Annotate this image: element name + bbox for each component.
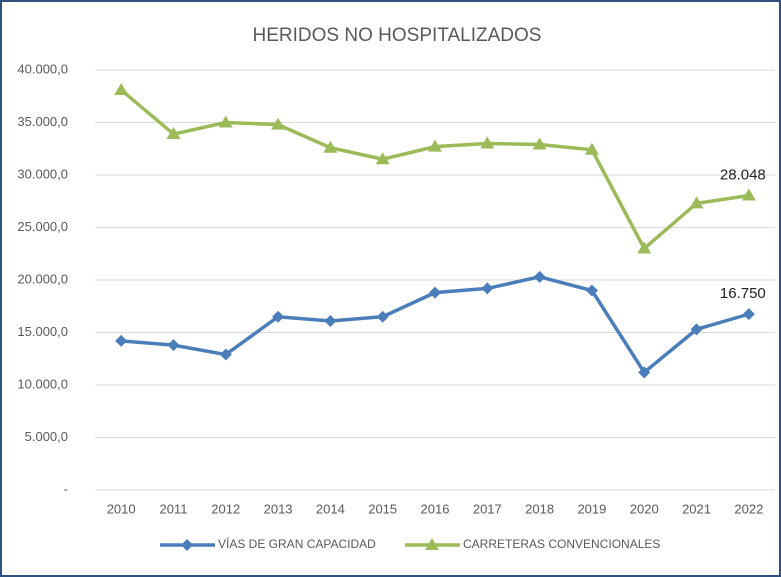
x-tick-label: 2012 [211,501,240,516]
data-point [533,270,546,283]
x-tick-label: 2011 [159,501,187,516]
x-tick-label: 2014 [316,501,345,516]
y-tick-label: 20.000,0 [17,271,68,286]
x-tick-label: 2022 [734,501,763,516]
legend-label: CARRETERAS CONVENCIONALES [463,537,660,551]
y-tick-label: 5.000,0 [25,429,68,444]
data-point [115,334,128,347]
data-point [741,188,756,201]
data-point [429,286,441,299]
y-tick-label: 40.000,0 [17,61,68,76]
data-point [584,142,599,155]
data-point [742,308,755,321]
x-tick-label: 2015 [368,501,397,516]
data-point [638,366,651,379]
data-point [428,139,442,152]
x-tick-label: 2018 [525,501,554,516]
y-tick-label: - [64,481,68,496]
x-tick-label: 2016 [421,501,450,516]
chart-title: HERIDOS NO HOSPITALIZADOS [253,25,542,46]
y-tick-label: 10.000,0 [17,376,68,391]
y-tick-label: 30.000,0 [17,166,68,181]
x-tick-label: 2013 [264,501,293,516]
data-point [376,310,389,323]
data-point [219,348,232,361]
data-point [114,82,129,95]
data-point [480,136,495,149]
data-point [324,314,337,327]
data-label: 16.750 [720,285,766,302]
x-tick-label: 2017 [473,501,502,516]
data-point [637,241,652,254]
y-tick-label: 35.000,0 [17,114,68,129]
data-point [689,196,704,209]
data-point [690,323,703,336]
data-point [271,117,286,130]
y-tick-label: 15.000,0 [17,324,68,339]
x-tick-label: 2019 [577,501,606,516]
data-point [585,284,598,297]
data-point [481,282,494,295]
x-tick-label: 2021 [682,501,711,516]
data-point [323,140,338,153]
data-label: 28.048 [720,166,766,183]
x-tick-label: 2010 [107,501,136,516]
data-point [167,339,180,352]
y-tick-label: 25.000,0 [17,219,68,234]
data-point [272,310,285,323]
data-point [166,127,181,140]
data-point [532,137,547,150]
data-point [218,115,233,128]
legend-label: VÍAS DE GRAN CAPACIDAD [218,536,376,551]
x-tick-label: 2020 [630,501,659,516]
legend-marker [425,538,439,550]
legend-marker [181,539,193,551]
data-point [375,152,390,165]
